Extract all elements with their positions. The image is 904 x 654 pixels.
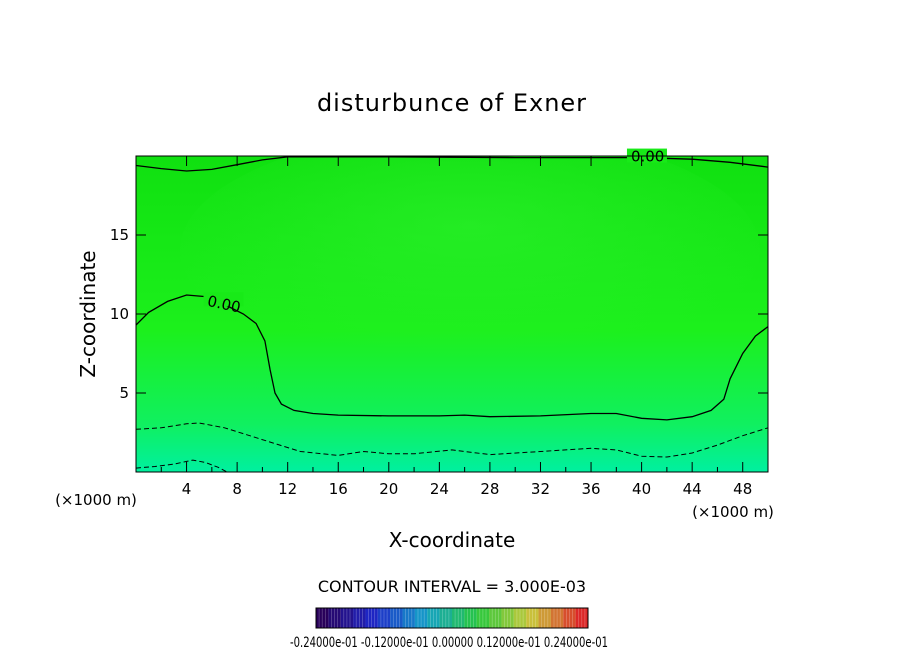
colorbar-segment [365,608,378,628]
x-tick-label: 20 [379,480,398,498]
colorbar-segment [452,608,465,628]
x-tick-label: 4 [182,480,192,498]
colorbar-segment [328,608,341,628]
x-tick-label: 8 [232,480,242,498]
y-axis-label: Z-coordinate [76,250,100,377]
contour-interval-text: CONTOUR INTERVAL = 3.000E-03 [318,577,586,596]
x-unit-left: (×1000 m) [55,491,137,509]
x-axis-label: X-coordinate [389,528,516,552]
colorbar-segment [526,608,539,628]
colorbar-segment [414,608,428,628]
colorbar-segment [402,608,415,628]
x-tick-label: 12 [278,480,297,498]
colorbar-segment [575,608,588,628]
colorbar-segment [489,608,502,628]
colorbar-segment [538,608,551,628]
x-unit-right: (×1000 m) [692,503,774,521]
x-tick-label: 48 [733,480,752,498]
y-tick-label: 10 [110,305,129,323]
colorbar-segment [550,608,564,628]
y-tick-label: 15 [110,226,129,244]
x-tick-label: 36 [581,480,600,498]
colorbar-segment [353,608,366,628]
colorbar-segment [316,608,329,628]
chart-title: disturbunce of Exner [317,89,587,117]
contour-label: 0.00 [631,148,664,166]
colorbar-segment [340,608,354,628]
colorbar-segment [501,608,514,628]
x-axis: 4 8 12 16 20 24 28 32 36 40 44 48 [160,156,752,498]
x-tick-label: 24 [430,480,449,498]
colorbar-segment [390,608,403,628]
colorbar-segment [563,608,576,628]
y-tick-label: 5 [119,384,129,402]
x-tick-label: 28 [480,480,499,498]
colorbar-segment [427,608,440,628]
y-axis: 5 10 15 [110,226,768,402]
x-tick-label: 32 [531,480,550,498]
x-tick-label: 40 [632,480,651,498]
colorbar-segment [439,608,452,628]
colorbar-frame [315,607,589,629]
colorbar-segment [513,608,527,628]
plot-area: 0.000.00 [135,148,769,473]
colorbar [315,607,589,629]
x-tick-label: 16 [329,480,348,498]
colorbar-segment [464,608,477,628]
colorbar-labels: -0.24000e-01 -0.12000e-01 0.00000 0.1200… [290,635,608,651]
field-highlight [180,156,760,370]
contour-label-bg [203,292,244,307]
contour-line-4 [136,459,228,472]
contour-line-3 [136,422,768,458]
colorbar-segment [377,608,391,628]
x-tick-label: 44 [683,480,702,498]
colorbar-segment [476,608,490,628]
